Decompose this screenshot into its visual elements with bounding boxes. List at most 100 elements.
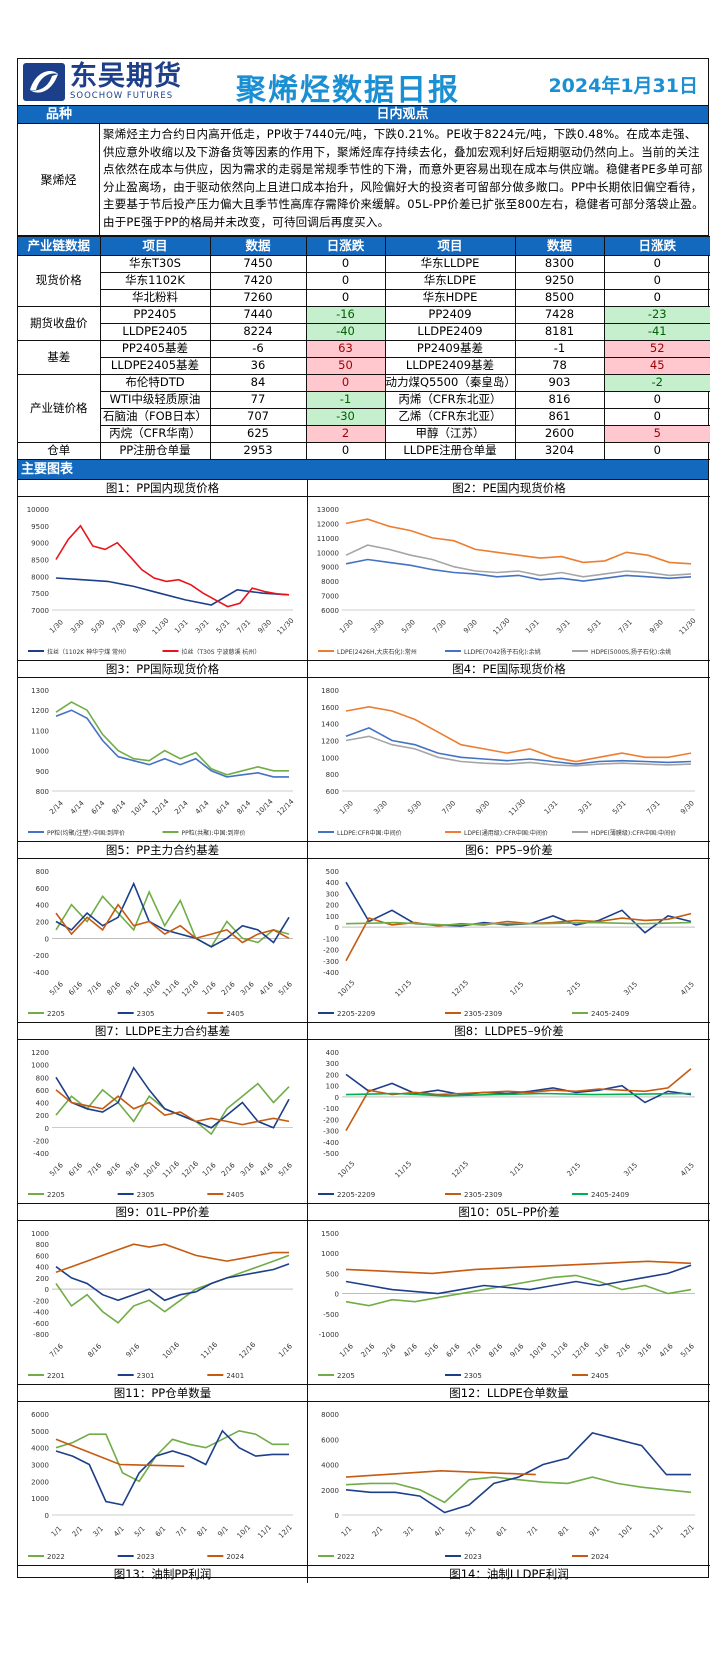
x-tick-label: 6/16: [67, 979, 84, 996]
table-header-4: 项目: [384, 235, 516, 256]
legend-label: PP粒(均聚/注塑):中国:到岸价: [47, 829, 125, 837]
y-tick-label: -100: [323, 1105, 339, 1113]
y-tick-label: 0: [45, 1512, 49, 1520]
legend-label: 2024: [591, 1553, 609, 1561]
x-tick-label: 1/16: [201, 979, 218, 996]
item-name: PP2409基差: [384, 339, 516, 358]
y-tick-label: 2000: [31, 1478, 49, 1486]
x-tick-label: 2/15: [566, 1161, 583, 1178]
x-tick-label: 2/16: [220, 1160, 237, 1177]
variety-name: 聚烯烃: [18, 124, 100, 235]
x-tick-label: 1/16: [277, 1341, 294, 1358]
item-value: 77: [209, 390, 307, 409]
x-tick-label: 3/30: [372, 799, 389, 816]
x-tick-label: 11/15: [393, 978, 413, 998]
legend-label: 拉丝（T30S 宁波慈溪 杭州）: [182, 648, 261, 656]
soochow-logo-icon: [23, 63, 65, 101]
x-tick-label: 4/15: [679, 980, 696, 997]
item-value: 84: [209, 373, 307, 392]
x-tick-label: 9/30: [462, 618, 479, 635]
series-line-1: [345, 517, 692, 565]
industry-chain-table: 产业链数据 项目 数据 日涨跌 项目 数据 日涨跌 现货价格 华东T30S 7450 0 华东LLD…: [18, 235, 710, 460]
x-tick-label: 3/31: [194, 618, 211, 635]
chart-caption: 图7：LLDPE主力合约基差: [18, 1023, 307, 1040]
x-tick-label: 8/16: [86, 1341, 103, 1358]
y-tick-label: 1000: [321, 1250, 339, 1258]
x-tick-label: 12/15: [450, 1159, 470, 1179]
chart-svg: 13000 12000 11000 10000 9000 8000 7000 6000 1/30…: [317, 506, 698, 656]
daily-change: 0: [603, 407, 710, 426]
x-tick-label: 9/30: [648, 618, 665, 635]
daily-change: -2: [603, 373, 710, 392]
x-tick-label: 3/15: [622, 980, 639, 997]
item-name: 华东HDPE: [384, 288, 516, 307]
y-tick-label: 800: [36, 1074, 49, 1082]
daily-change: 0: [603, 271, 710, 290]
y-tick-label: -500: [323, 1310, 339, 1318]
daily-change: -41: [603, 322, 710, 341]
legend-label: 2022: [337, 1553, 355, 1561]
x-tick-label: 4/14: [194, 798, 211, 815]
item-name: 华北粉料: [100, 288, 211, 307]
legend-label: 2205: [47, 1191, 65, 1199]
legend-label: LDPE(2426H,大庆石化):常州: [337, 648, 417, 656]
table-row: 华北粉料 7260 0 华东HDPE 8500 0: [18, 288, 710, 307]
table-row: LLDPE2405 8224 -40 LLDPE2409 8181 -41: [18, 322, 710, 341]
y-tick-label: 0: [335, 924, 339, 932]
x-tick-label: 3/30: [369, 618, 386, 635]
y-tick-label: 7000: [321, 592, 339, 600]
x-tick-label: 3/15: [622, 1161, 639, 1178]
y-tick-label: 600: [36, 1252, 49, 1260]
daily-change: -1: [305, 390, 386, 409]
x-tick-label: 4/1: [112, 1524, 126, 1538]
y-tick-label: 1300: [31, 687, 49, 695]
x-tick-label: 1/30: [48, 618, 65, 635]
table-header-0: 产业链数据: [18, 235, 101, 256]
chart-cell-7: 图7：LLDPE主力合约基差 1200 1000 800 600 400 200 0 -200 -…: [18, 1022, 308, 1204]
y-tick-label: -300: [323, 1127, 339, 1135]
legend-label: 2205-2209: [337, 1191, 375, 1199]
y-tick-label: 10000: [27, 506, 49, 514]
x-tick-label: 1/1: [340, 1524, 354, 1538]
y-tick-label: 600: [36, 1086, 49, 1094]
x-tick-label: 3/16: [381, 1341, 398, 1358]
y-tick-label: 1000: [31, 747, 49, 755]
series-line-3: [55, 1438, 185, 1467]
y-tick-label: 1000: [31, 1061, 49, 1069]
chart-cell-5: 图5：PP主力合约基差 800 600 400 200 0 -200 -400 5/16 6/16…: [18, 841, 308, 1023]
y-tick-label: 200: [326, 901, 339, 909]
item-value: 36: [209, 356, 307, 375]
x-tick-label: 7/16: [48, 1341, 65, 1358]
legend-label: HDPE(薄膜级):CFR中国:中间价: [591, 829, 676, 837]
group-label: 仓单: [18, 441, 101, 460]
intraday-view-header: 日内观点: [376, 107, 429, 122]
x-tick-label: 10/15: [337, 1159, 357, 1179]
x-tick-label: 7/1: [526, 1524, 540, 1538]
y-tick-label: 6000: [321, 1436, 339, 1444]
item-value: 7428: [514, 305, 605, 324]
logo-english-name: SOOCHOW FUTURES: [70, 91, 174, 102]
daily-change: 0: [305, 271, 386, 290]
x-tick-label: 11/16: [161, 1159, 181, 1179]
y-tick-label: -400: [33, 1308, 49, 1316]
x-tick-label: 11/1: [648, 1523, 665, 1540]
x-tick-label: 3/1: [91, 1524, 105, 1538]
x-tick-label: 5/30: [406, 799, 423, 816]
x-tick-label: 9/30: [131, 618, 148, 635]
series-line-1: [345, 1274, 692, 1307]
y-tick-label: 6000: [321, 607, 339, 615]
x-tick-label: 3/31: [577, 799, 594, 816]
item-name: 乙烯（CFR东北亚）: [384, 407, 516, 426]
y-tick-label: 500: [326, 868, 339, 876]
series-line-3: [55, 1088, 290, 1125]
chart-14-caption: 图14：油制LLDPE利润: [449, 1566, 569, 1581]
x-tick-label: 3/31: [555, 618, 572, 635]
legend-label: 2401: [226, 1372, 244, 1380]
series-line-1: [55, 708, 289, 778]
y-tick-label: -200: [323, 1116, 339, 1124]
item-value: 7440: [209, 305, 307, 324]
x-tick-label: 11/1: [256, 1523, 273, 1540]
x-tick-label: 5/16: [48, 979, 65, 996]
daily-change: 50: [305, 356, 386, 375]
